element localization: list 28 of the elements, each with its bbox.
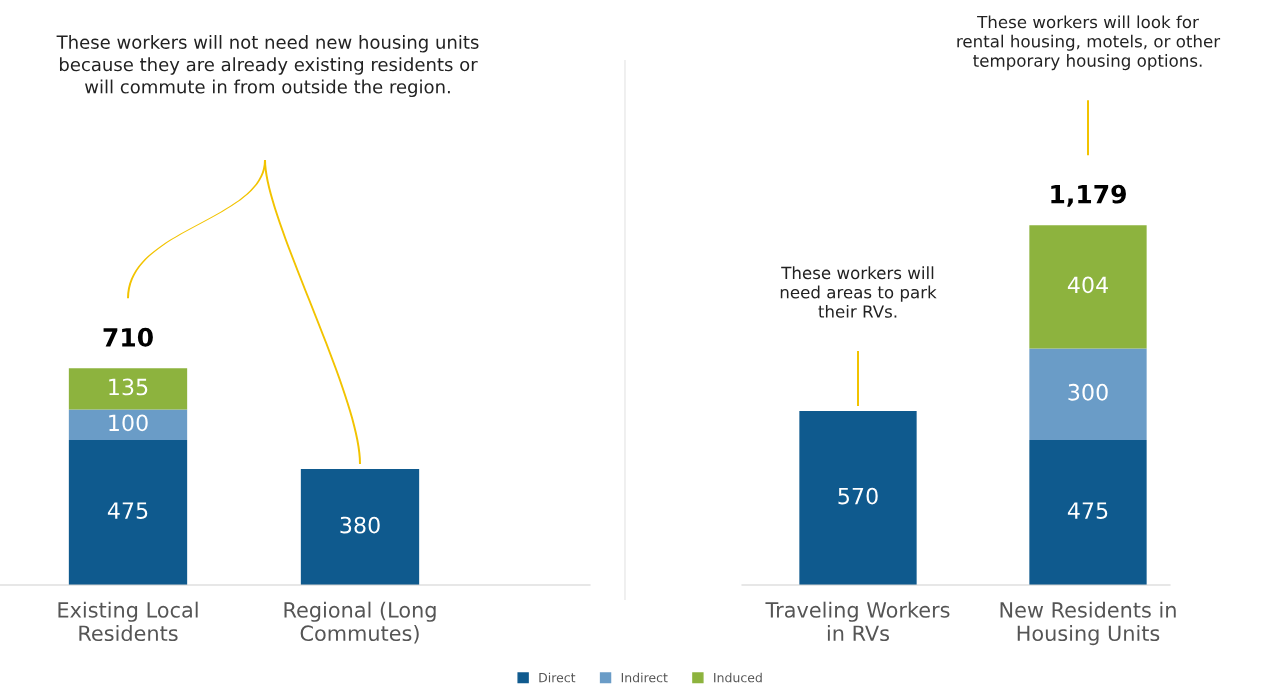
legend-label: Induced: [714, 672, 762, 683]
data-label: 404: [1067, 276, 1108, 294]
x-tick-label: Regional (Long Commutes): [284, 601, 436, 644]
total-label: 1,179: [1051, 184, 1126, 207]
legend-label: Direct: [539, 672, 576, 683]
total-label: 710: [103, 327, 153, 347]
data-label: 475: [107, 502, 148, 519]
x-tick-label: New Residents in Housing Units: [1000, 601, 1176, 646]
bar: [1029, 225, 1147, 349]
bar: [68, 368, 188, 410]
bar: [799, 411, 917, 585]
x-tick-label: Existing Local Residents: [58, 601, 198, 642]
data-label: 300: [1068, 383, 1108, 401]
text: These workers will look for rental housing, motels, or other temporary housing options.: [957, 15, 1221, 71]
annotation: These workers will need areas to park their RVs.: [780, 266, 937, 318]
data-label: 475: [1067, 502, 1108, 519]
data-label: 380: [340, 516, 380, 534]
data-label: 135: [109, 378, 148, 396]
legend-label: Indirect: [621, 672, 668, 683]
data-label: 570: [838, 487, 878, 505]
x-tick-label: Traveling Workers in RVs: [765, 601, 950, 642]
bar: [68, 440, 188, 585]
bar: [300, 469, 420, 585]
text: These workers will not need new housing units because they are already existing residents or will commute in from outside the region.: [56, 35, 479, 98]
bar: [1029, 440, 1147, 585]
bar: [1029, 348, 1147, 441]
bar: [68, 409, 188, 441]
data-label: 100: [109, 414, 148, 432]
